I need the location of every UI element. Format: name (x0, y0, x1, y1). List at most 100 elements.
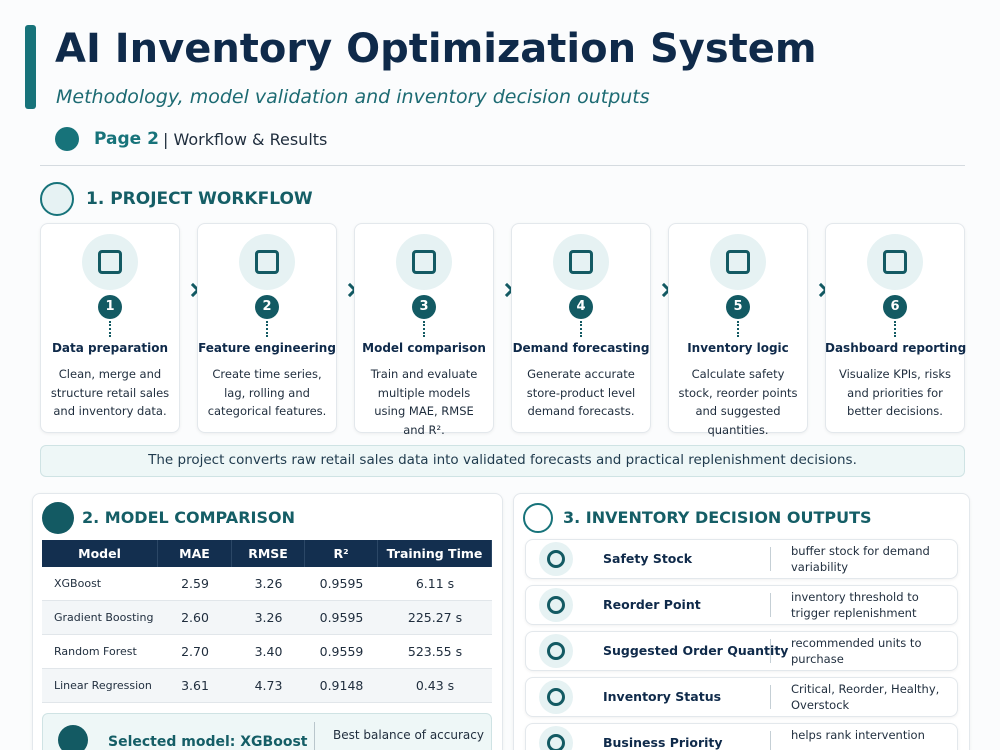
table-cell: 4.73 (254, 678, 283, 693)
table-row (42, 601, 492, 635)
table-cell: 2.59 (181, 576, 209, 591)
table-cell: 225.27 s (407, 610, 463, 625)
table-cell: 0.9148 (319, 678, 364, 693)
step-icon (710, 234, 766, 290)
step-title: Inventory logic (687, 341, 789, 355)
table-header: R² (305, 540, 378, 567)
selected-box (42, 713, 492, 750)
table-cell: XGBoost (54, 577, 102, 590)
table-cell: 0.43 s (415, 678, 455, 693)
step-desc: Create time series, lag, rolling and cat… (207, 367, 327, 418)
step-icon (239, 234, 295, 290)
title: AI Inventory Optimization System (55, 26, 817, 72)
subtitle: Methodology, model validation and invent… (56, 86, 650, 108)
step-connector (266, 321, 268, 337)
output-row (525, 585, 958, 625)
step-icon-glyph (98, 250, 122, 274)
output-desc: Critical, Reorder, Healthy, Overstock (791, 682, 940, 712)
step-connector (109, 321, 111, 337)
step-desc: Visualize KPIs, risks and priorities for… (838, 367, 952, 418)
step-desc: Generate accurate store-product level de… (526, 367, 636, 418)
step-connector (894, 321, 896, 337)
output-separator (770, 685, 771, 709)
table-cell: 0.9595 (319, 610, 364, 625)
table-cell: 0.9595 (319, 576, 364, 591)
table-header: RMSE (232, 540, 305, 567)
section-icon (42, 502, 74, 534)
output-separator (770, 731, 771, 750)
page-label: Page 2 (94, 129, 159, 149)
step-icon-glyph (569, 250, 593, 274)
step-desc: Clean, merge and structure retail sales … (50, 367, 170, 418)
table-cell: 0.9559 (319, 644, 364, 659)
step-title: Model comparison (362, 341, 486, 355)
output-separator (770, 547, 771, 571)
output-icon-glyph (547, 734, 565, 750)
table-cell: 3.40 (254, 644, 283, 659)
table-row (42, 567, 492, 601)
table-cell: 2.70 (181, 644, 209, 659)
step-desc: Calculate safety stock, reorder points a… (678, 367, 798, 437)
step-icon-glyph (883, 250, 907, 274)
table-cell: Linear Regression (54, 679, 152, 692)
output-separator (770, 639, 771, 663)
output-row (525, 677, 958, 717)
output-desc: helps rank intervention (791, 728, 925, 742)
table-cell: Gradient Boosting (54, 611, 154, 624)
step-title: Feature engineering (198, 341, 336, 355)
step-icon (867, 234, 923, 290)
summary: The project converts raw retail sales da… (148, 452, 857, 468)
output-separator (770, 593, 771, 617)
divider (40, 165, 965, 166)
table-cell: 3.26 (254, 610, 283, 625)
step-title: Dashboard reporting (825, 341, 967, 355)
summary-box (40, 445, 965, 477)
section-icon (523, 503, 553, 533)
selected-icon (58, 725, 88, 750)
output-desc: recommended units to purchase (791, 636, 922, 666)
output-desc: inventory threshold to trigger replenish… (791, 590, 919, 620)
table-row (42, 669, 492, 703)
step-icon (82, 234, 138, 290)
output-icon-glyph (547, 550, 565, 568)
output-label: Safety Stock (603, 551, 693, 566)
table-header: Training Time (378, 540, 492, 567)
output-icon-glyph (547, 596, 565, 614)
step-connector (737, 321, 739, 337)
step-number: 1 (98, 295, 122, 319)
output-label: Reorder Point (603, 597, 701, 612)
output-desc: buffer stock for demand variability (791, 544, 930, 574)
output-label: Suggested Order Quantity (603, 643, 789, 658)
table-header: Model (42, 540, 158, 567)
selected-model: Selected model: XGBoost (108, 734, 308, 750)
table-cell: Random Forest (54, 645, 137, 658)
selected-desc: Best balance of accuracy (314, 722, 484, 750)
step-connector (423, 321, 425, 337)
step-icon (396, 234, 452, 290)
step-number: 5 (726, 295, 750, 319)
step-desc: Train and evaluate multiple models using… (370, 367, 478, 437)
table-cell: 3.26 (254, 576, 283, 591)
step-icon-glyph (726, 250, 750, 274)
table-cell: 523.55 s (407, 644, 463, 659)
step-icon-glyph (412, 250, 436, 274)
section-title: 2. MODEL COMPARISON (82, 508, 295, 527)
step-number: 4 (569, 295, 593, 319)
output-label: Business Priority (603, 735, 723, 750)
output-label: Inventory Status (603, 689, 722, 704)
step-number: 3 (412, 295, 436, 319)
accent-bar (25, 25, 36, 109)
output-icon-glyph (547, 688, 565, 706)
output-icon-glyph (547, 642, 565, 660)
step-icon-glyph (255, 250, 279, 274)
section-title: 1. PROJECT WORKFLOW (86, 189, 313, 209)
table-header: MAE (158, 540, 232, 567)
output-row (525, 631, 958, 671)
step-title: Demand forecasting (512, 341, 650, 355)
page-desc: | Workflow & Results (163, 130, 328, 149)
table-cell: 2.60 (181, 610, 209, 625)
page-icon (55, 127, 79, 151)
output-row (525, 539, 958, 579)
step-number: 2 (255, 295, 279, 319)
